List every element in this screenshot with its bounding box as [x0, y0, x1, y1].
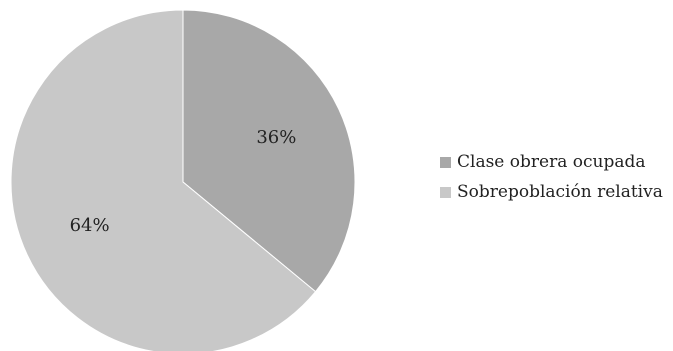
legend-item-sobrepoblacion: Sobrepoblación relativa — [440, 180, 670, 204]
legend-label-clase-obrera: Clase obrera ocupada — [457, 152, 646, 172]
legend-swatch-clase-obrera — [440, 156, 451, 168]
chart-legend: Clase obrera ocupada Sobrepoblación rela… — [440, 150, 670, 210]
legend-item-clase-obrera: Clase obrera ocupada — [440, 150, 670, 174]
legend-swatch-sobrepoblacion — [440, 186, 451, 198]
pie-data-label-1: 64% — [70, 215, 110, 236]
pie-slice-0 — [182, 9, 356, 293]
pie-slice-1 — [10, 9, 317, 351]
pie-data-label-0: 36% — [256, 127, 296, 148]
legend-label-sobrepoblacion: Sobrepoblación relativa — [457, 182, 663, 202]
